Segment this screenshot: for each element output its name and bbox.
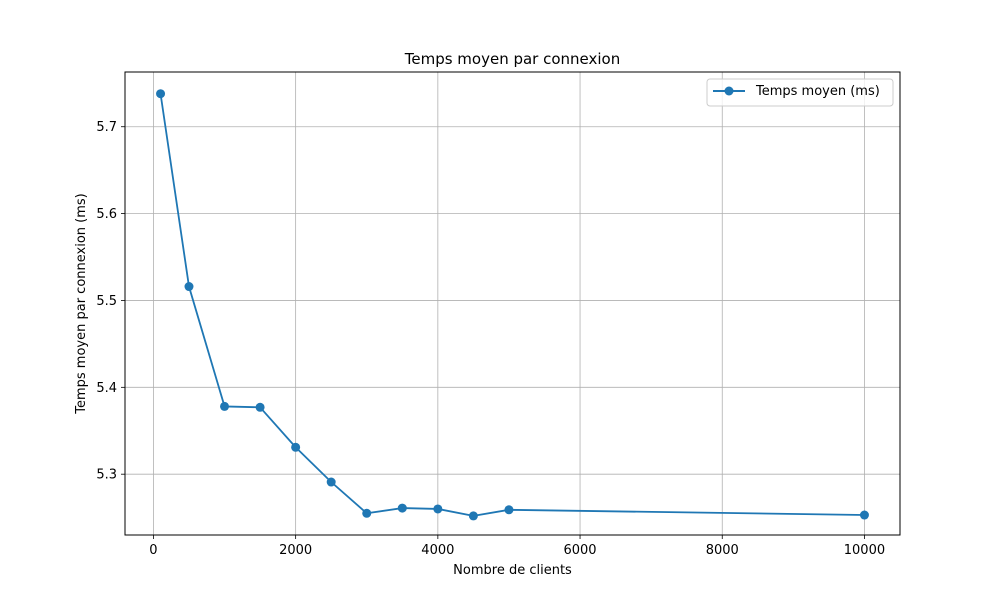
x-tick-label: 6000	[563, 543, 596, 558]
legend-box	[706, 78, 894, 107]
x-tick-label: 0	[149, 543, 157, 558]
x-tick-label: 2000	[279, 543, 312, 558]
y-tick-label: 5.7	[96, 120, 117, 135]
legend-marker-sample	[724, 86, 734, 96]
data-point	[433, 504, 443, 514]
x-axis-label: Nombre de clients	[453, 563, 572, 578]
axis-ticks: 0 2000 4000 6000 8000 10000 5.3 5.4 5.5 5.6 5.7	[96, 120, 885, 558]
data-point	[156, 89, 166, 99]
data-point	[291, 442, 301, 452]
data-point	[255, 402, 265, 412]
y-tick-label: 5.4	[96, 381, 117, 396]
y-tick-label: 5.3	[96, 468, 117, 483]
data-point	[362, 508, 372, 518]
x-tick-label: 4000	[421, 543, 454, 558]
grid	[125, 72, 900, 535]
data-point	[220, 401, 230, 411]
y-tick-label: 5.6	[96, 207, 117, 222]
legend: Temps moyen (ms)	[706, 78, 894, 107]
plot-frame	[124, 71, 901, 536]
data-point	[397, 503, 407, 513]
data-point	[326, 477, 336, 487]
series-layer	[156, 89, 869, 521]
data-point	[184, 282, 194, 292]
x-tick-label: 10000	[844, 543, 885, 558]
chart-title: Temps moyen par connexion	[404, 50, 621, 68]
data-point	[468, 511, 478, 521]
data-point	[859, 510, 869, 520]
series-line	[159, 93, 865, 517]
y-tick-label: 5.5	[96, 294, 117, 309]
legend-entry-temps-moyen: Temps moyen (ms)	[755, 84, 880, 99]
y-axis-label: Temps moyen par connexion (ms)	[74, 193, 89, 415]
data-point	[504, 505, 514, 515]
x-tick-label: 8000	[706, 543, 739, 558]
